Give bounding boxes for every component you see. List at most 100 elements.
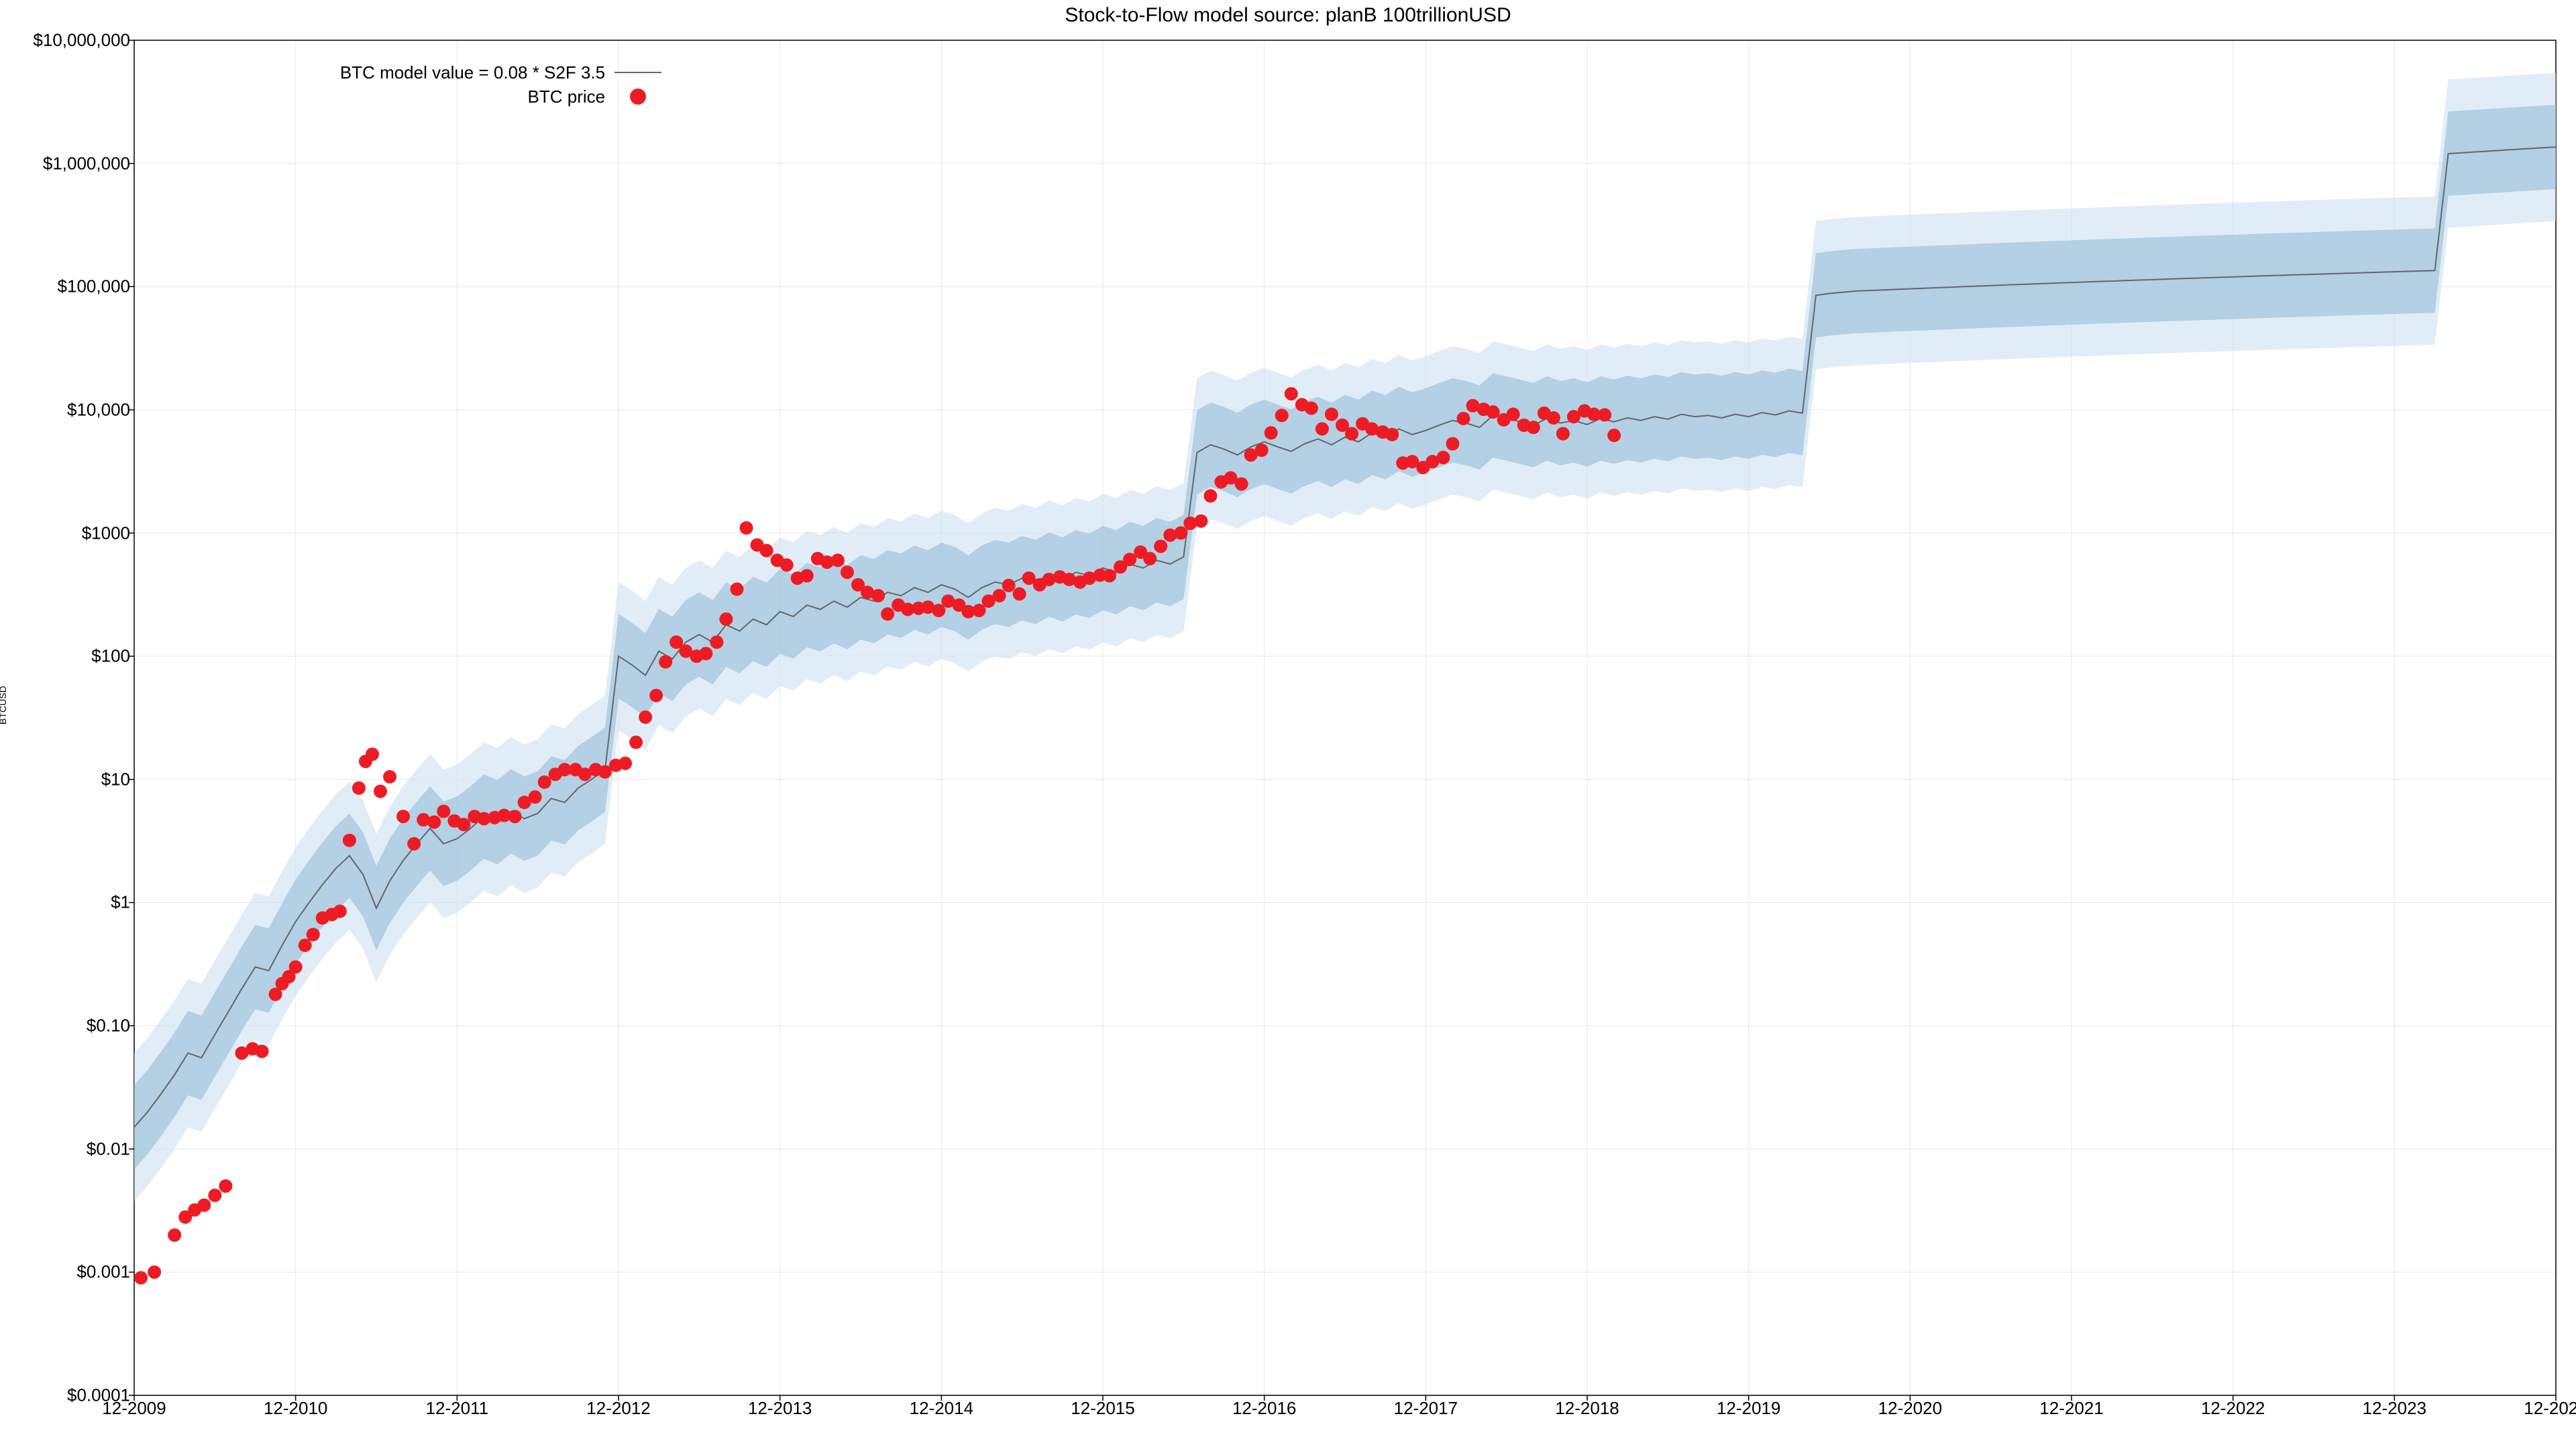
legend-item: BTC price bbox=[340, 85, 661, 109]
x-tick-label: 12-2020 bbox=[1878, 1395, 1942, 1419]
y-tick-label: $100,000 bbox=[58, 276, 134, 297]
price-dot bbox=[1598, 408, 1611, 421]
price-dot bbox=[760, 544, 773, 557]
price-dot bbox=[619, 757, 632, 770]
legend-item: BTC model value = 0.08 * S2F 3.5 bbox=[340, 60, 661, 85]
price-dot bbox=[1002, 579, 1016, 592]
y-tick-label: $1000 bbox=[82, 523, 134, 543]
price-dot bbox=[1345, 427, 1358, 441]
price-dot bbox=[219, 1179, 232, 1193]
price-dot bbox=[871, 589, 885, 602]
x-tick-label: 12-2015 bbox=[1071, 1395, 1134, 1419]
price-dot bbox=[1174, 527, 1187, 540]
price-dot bbox=[1154, 539, 1167, 553]
s2f-chart: Stock-to-Flow model source: planB 100tri… bbox=[0, 0, 2576, 1449]
x-tick-label: 12-2018 bbox=[1555, 1395, 1619, 1419]
price-dot bbox=[659, 655, 672, 669]
price-dot bbox=[366, 747, 379, 761]
y-tick-label: $1,000,000 bbox=[43, 153, 134, 174]
price-dot bbox=[396, 810, 410, 823]
legend: BTC model value = 0.08 * S2F 3.5 BTC pric… bbox=[340, 60, 661, 109]
price-dot bbox=[289, 960, 303, 973]
price-dot bbox=[719, 612, 733, 626]
price-dot bbox=[343, 834, 356, 847]
price-dot bbox=[1305, 402, 1318, 415]
price-dot bbox=[1265, 426, 1278, 439]
x-tick-label: 12-2009 bbox=[102, 1395, 166, 1419]
y-tick-label: $10,000 bbox=[67, 399, 134, 420]
price-dot bbox=[407, 837, 421, 851]
price-dot bbox=[639, 710, 652, 724]
legend-dot-icon bbox=[630, 89, 646, 105]
price-dot bbox=[437, 804, 450, 818]
price-dot bbox=[134, 1271, 148, 1285]
price-dot bbox=[1275, 409, 1289, 422]
plot-area bbox=[0, 0, 2576, 1449]
y-tick-label: $0.10 bbox=[87, 1016, 134, 1036]
y-tick-label: $100 bbox=[91, 646, 134, 667]
price-dot bbox=[1446, 437, 1459, 451]
price-dot bbox=[730, 582, 743, 596]
price-dot bbox=[1487, 405, 1500, 419]
y-tick-label: $0.01 bbox=[87, 1138, 134, 1159]
x-tick-label: 12-2013 bbox=[748, 1395, 812, 1419]
chart-title: Stock-to-Flow model source: planB 100tri… bbox=[0, 4, 2576, 27]
price-dot bbox=[256, 1044, 269, 1058]
x-tick-label: 12-2024 bbox=[2524, 1395, 2576, 1419]
price-dot bbox=[800, 569, 814, 582]
price-dot bbox=[168, 1228, 181, 1242]
price-dot bbox=[148, 1265, 161, 1279]
price-dot bbox=[352, 782, 366, 795]
price-dot bbox=[831, 553, 845, 567]
price-dot bbox=[881, 607, 894, 621]
price-dot bbox=[457, 818, 470, 831]
x-tick-label: 12-2010 bbox=[264, 1395, 327, 1419]
price-dot bbox=[529, 790, 542, 804]
y-axis-label: BTCUSD bbox=[0, 686, 8, 724]
y-tick-label: $10 bbox=[101, 769, 134, 790]
y-tick-label: $1 bbox=[111, 892, 134, 913]
price-dot bbox=[1436, 451, 1450, 464]
price-dot bbox=[841, 566, 854, 579]
price-dot bbox=[383, 770, 396, 784]
price-dot bbox=[1255, 443, 1269, 457]
price-dot bbox=[197, 1198, 211, 1212]
price-dot bbox=[1013, 587, 1026, 600]
price-dot bbox=[1194, 515, 1208, 528]
price-dot bbox=[780, 558, 794, 572]
price-dot bbox=[649, 689, 663, 702]
price-dot bbox=[1385, 428, 1399, 441]
price-dot bbox=[1456, 412, 1470, 425]
price-dot bbox=[427, 816, 441, 829]
price-dot bbox=[1235, 477, 1248, 490]
x-tick-label: 12-2017 bbox=[1394, 1395, 1458, 1419]
x-tick-label: 12-2011 bbox=[426, 1395, 489, 1419]
legend-line-icon bbox=[614, 72, 661, 73]
price-dot bbox=[699, 647, 712, 660]
price-dot bbox=[993, 589, 1006, 602]
x-tick-label: 12-2021 bbox=[2039, 1395, 2103, 1419]
price-dot bbox=[307, 928, 320, 941]
price-dot bbox=[1556, 427, 1570, 441]
price-dot bbox=[710, 635, 723, 649]
x-tick-label: 12-2022 bbox=[2201, 1395, 2265, 1419]
price-dot bbox=[1527, 421, 1540, 434]
price-dot bbox=[1507, 408, 1520, 421]
x-tick-label: 12-2016 bbox=[1232, 1395, 1296, 1419]
x-tick-label: 12-2023 bbox=[2363, 1395, 2426, 1419]
price-dot bbox=[1103, 569, 1116, 582]
x-tick-label: 12-2019 bbox=[1717, 1395, 1780, 1419]
price-dot bbox=[299, 938, 312, 952]
x-tick-label: 12-2012 bbox=[586, 1395, 650, 1419]
price-dot bbox=[333, 904, 347, 918]
legend-label: BTC model value = 0.08 * S2F 3.5 bbox=[340, 62, 614, 83]
price-dot bbox=[208, 1189, 221, 1202]
y-tick-label: $0.001 bbox=[76, 1262, 134, 1283]
price-dot bbox=[629, 736, 643, 749]
price-dot bbox=[1316, 422, 1329, 435]
price-dot bbox=[374, 785, 387, 798]
price-dot bbox=[1143, 552, 1157, 566]
price-dot bbox=[1607, 429, 1621, 442]
price-dot bbox=[740, 521, 753, 535]
legend-label: BTC price bbox=[528, 87, 615, 107]
